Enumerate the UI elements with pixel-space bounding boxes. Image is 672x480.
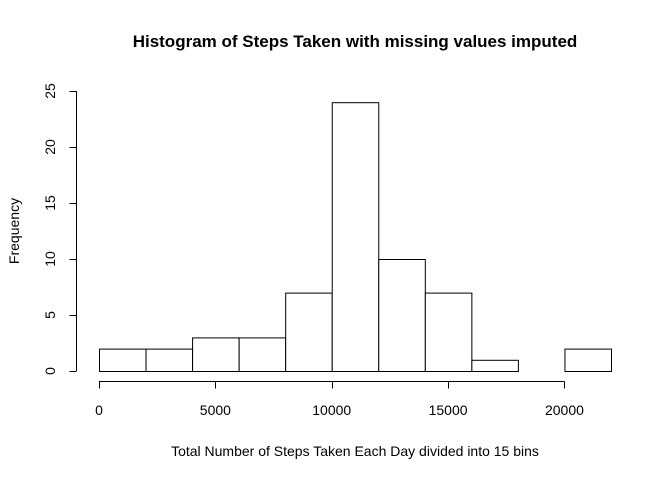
histogram-bar-8 xyxy=(471,359,519,372)
y-tick-label-1: 5 xyxy=(42,311,58,319)
y-tick-label-3: 15 xyxy=(42,195,58,211)
x-tick-label-0: 0 xyxy=(95,402,103,418)
bars-group xyxy=(99,102,612,373)
histogram-bar-2 xyxy=(192,337,240,372)
y-tick-label-5: 25 xyxy=(42,83,58,99)
x-axis-label: Total Number of Steps Taken Each Day div… xyxy=(171,443,539,459)
x-tick-label-4: 20000 xyxy=(545,402,584,418)
histogram-bar-10 xyxy=(564,348,612,373)
x-tick-label-2: 10000 xyxy=(312,402,351,418)
chart-title: Histogram of Steps Taken with missing va… xyxy=(133,32,578,51)
x-axis: 0 5000 10000 15000 20000 xyxy=(95,381,584,418)
histogram-bar-6 xyxy=(378,259,426,372)
x-tick-label-1: 5000 xyxy=(200,402,231,418)
y-axis: 0 5 10 15 20 25 xyxy=(42,83,77,375)
histogram-bar-1 xyxy=(145,348,194,373)
y-tick-label-4: 20 xyxy=(42,139,58,155)
histogram-bar-4 xyxy=(285,292,333,373)
histogram-bar-7 xyxy=(424,292,473,373)
histogram-bar-0 xyxy=(99,348,147,373)
histogram-bar-5 xyxy=(331,102,380,372)
x-tick-label-3: 15000 xyxy=(429,402,468,418)
y-tick-label-2: 10 xyxy=(42,251,58,267)
y-axis-label: Frequency xyxy=(6,198,22,264)
y-tick-label-0: 0 xyxy=(42,367,58,375)
histogram-bar-3 xyxy=(238,337,287,372)
